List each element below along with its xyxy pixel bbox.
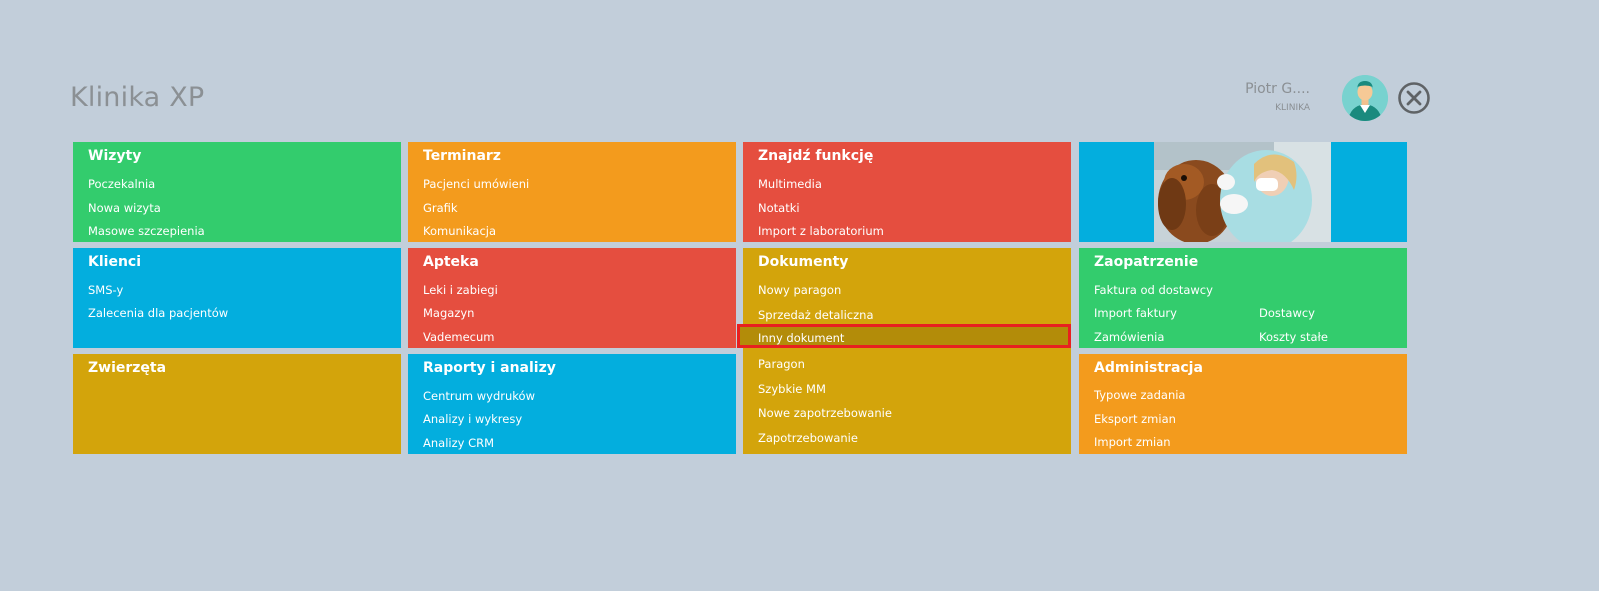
menu-item-import-faktury[interactable]: Import faktury: [1094, 306, 1177, 320]
menu-item-eksport-zmian[interactable]: Eksport zmian: [1094, 412, 1176, 426]
user-panel: Piotr G.... KLINIKA: [1230, 75, 1430, 125]
menu-item-nowe-zapotrzebowanie[interactable]: Nowe zapotrzebowanie: [758, 406, 892, 420]
tile-raporty-i-analizy[interactable]: Raporty i analizy Centrum wydruków Anali…: [408, 354, 736, 454]
menu-item-nowa-wizyta[interactable]: Nowa wizyta: [88, 201, 161, 215]
tile-dokumenty[interactable]: Dokumenty Nowy paragon Sprzedaż detalicz…: [743, 248, 1071, 454]
menu-item-paragon[interactable]: Paragon: [758, 357, 805, 371]
tile-title[interactable]: Zaopatrzenie: [1094, 254, 1199, 270]
menu-item-inny-dokument[interactable]: Inny dokument: [758, 331, 845, 345]
menu-item-grafik[interactable]: Grafik: [423, 201, 458, 215]
menu-item-centrum-wydrukow[interactable]: Centrum wydruków: [423, 389, 535, 403]
menu-item-poczekalnia[interactable]: Poczekalnia: [88, 177, 156, 191]
tile-title[interactable]: Wizyty: [88, 148, 142, 164]
highlighted-menu-item[interactable]: Inny dokument: [737, 324, 1071, 348]
menu-item-faktura-od-dostawcy[interactable]: Faktura od dostawcy: [1094, 283, 1213, 297]
menu-item-pacjenci-umowieni[interactable]: Pacjenci umówieni: [423, 177, 530, 191]
tile-apteka[interactable]: Apteka Leki i zabiegi Magazyn Vademecum: [408, 248, 736, 348]
tile-znajdz-funkcje[interactable]: Znajdź funkcję Multimedia Notatki Import…: [743, 142, 1071, 242]
menu-item-zalecenia[interactable]: Zalecenia dla pacjentów: [88, 306, 229, 320]
menu-item-import-zmian[interactable]: Import zmian: [1094, 435, 1171, 449]
vet-with-dog-photo: [1154, 142, 1331, 242]
tile-title[interactable]: Administracja: [1094, 360, 1203, 376]
close-button[interactable]: [1398, 82, 1430, 114]
app-title: Klinika XP: [70, 82, 205, 113]
tile-title[interactable]: Zwierzęta: [88, 360, 167, 376]
menu-item-magazyn[interactable]: Magazyn: [423, 306, 475, 320]
tile-title[interactable]: Raporty i analizy: [423, 360, 556, 376]
tile-administracja[interactable]: Administracja Typowe zadania Eksport zmi…: [1079, 354, 1407, 454]
menu-item-multimedia[interactable]: Multimedia: [758, 177, 822, 191]
tile-zaopatrzenie[interactable]: Zaopatrzenie Faktura od dostawcy Import …: [1079, 248, 1407, 348]
menu-item-sms[interactable]: SMS-y: [88, 283, 124, 297]
menu-item-komunikacja[interactable]: Komunikacja: [423, 224, 497, 238]
doctor-avatar-icon: [1342, 75, 1388, 121]
menu-item-leki-i-zabiegi[interactable]: Leki i zabiegi: [423, 283, 498, 297]
tile-terminarz[interactable]: Terminarz Pacjenci umówieni Grafik Komun…: [408, 142, 736, 242]
user-role: KLINIKA: [1275, 103, 1310, 113]
tile-title[interactable]: Apteka: [423, 254, 479, 270]
tile-zwierzeta[interactable]: Zwierzęta: [73, 354, 401, 454]
tile-title[interactable]: Terminarz: [423, 148, 501, 164]
menu-item-masowe-szczepienia[interactable]: Masowe szczepienia: [88, 224, 205, 238]
tile-klienci[interactable]: Klienci SMS-y Zalecenia dla pacjentów: [73, 248, 401, 348]
menu-item-dostawcy[interactable]: Dostawcy: [1259, 306, 1315, 320]
menu-item-analizy-crm[interactable]: Analizy CRM: [423, 436, 495, 450]
menu-item-analizy-i-wykresy[interactable]: Analizy i wykresy: [423, 412, 523, 426]
user-name: Piotr G....: [1245, 81, 1310, 97]
menu-item-zapotrzebowanie[interactable]: Zapotrzebowanie: [758, 431, 858, 445]
close-icon: [1398, 82, 1430, 114]
menu-item-vademecum[interactable]: Vademecum: [423, 330, 495, 344]
menu-item-nowy-paragon[interactable]: Nowy paragon: [758, 283, 842, 297]
menu-item-import-z-laboratorium[interactable]: Import z laboratorium: [758, 224, 884, 238]
menu-item-notatki[interactable]: Notatki: [758, 201, 800, 215]
tile-title[interactable]: Klienci: [88, 254, 142, 270]
menu-item-koszty-stale[interactable]: Koszty stałe: [1259, 330, 1328, 344]
tile-photo: [1079, 142, 1407, 242]
user-avatar[interactable]: [1342, 75, 1388, 121]
tile-title[interactable]: Znajdź funkcję: [758, 148, 874, 164]
menu-item-sprzedaz-detaliczna[interactable]: Sprzedaż detaliczna: [758, 308, 874, 322]
tile-wizyty[interactable]: Wizyty Poczekalnia Nowa wizyta Masowe sz…: [73, 142, 401, 242]
tile-title[interactable]: Dokumenty: [758, 254, 849, 270]
menu-item-typowe-zadania[interactable]: Typowe zadania: [1094, 388, 1186, 402]
menu-item-szybkie-mm[interactable]: Szybkie MM: [758, 382, 826, 396]
menu-item-zamowienia[interactable]: Zamówienia: [1094, 330, 1165, 344]
